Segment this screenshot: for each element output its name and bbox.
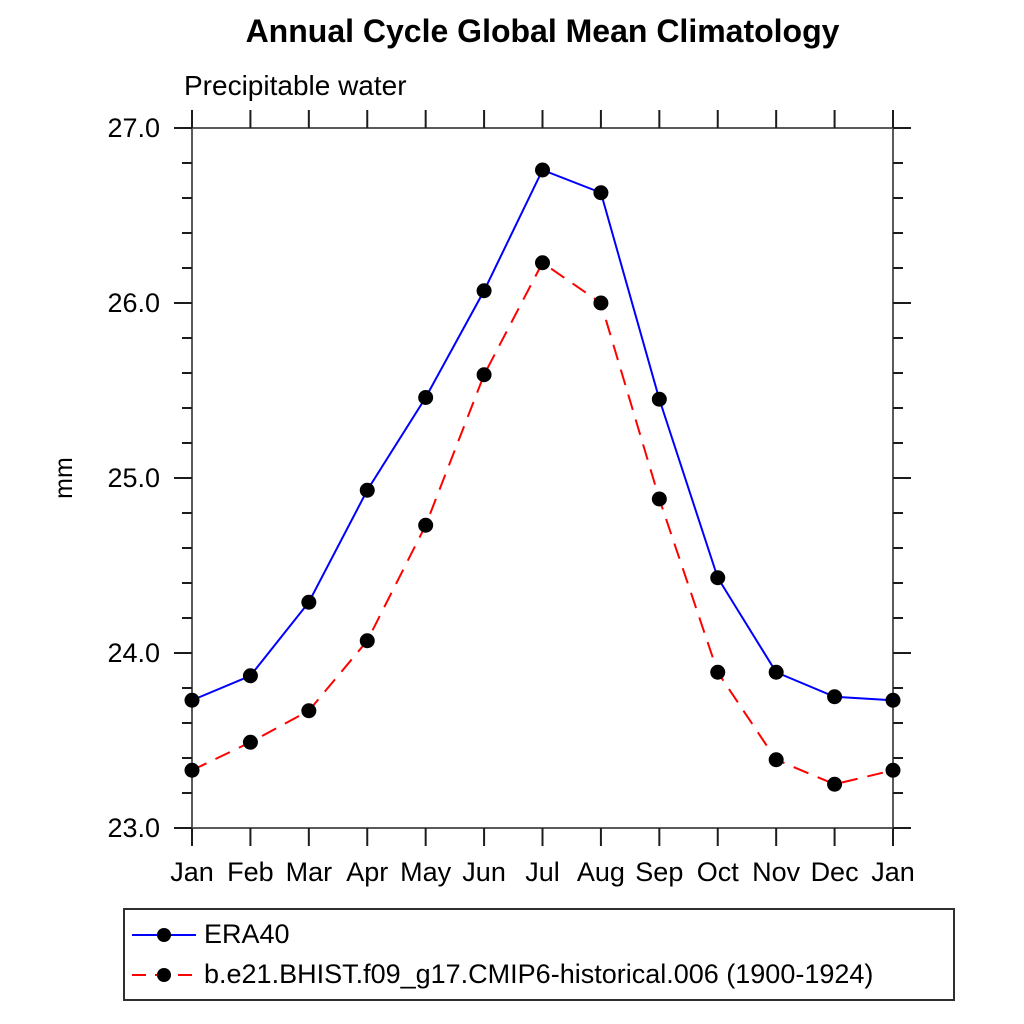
- x-tick-label: Sep: [635, 857, 683, 887]
- data-point-era40: [827, 689, 843, 705]
- legend: ERA40 b.e21.BHIST.f09_g17.CMIP6-historic…: [123, 908, 955, 1001]
- data-point-model: [710, 664, 726, 680]
- y-tick-label: 23.0: [107, 813, 160, 843]
- data-point-era40: [359, 482, 375, 498]
- data-point-model: [885, 762, 901, 778]
- data-point-era40: [768, 664, 784, 680]
- x-tick-label: Jan: [170, 857, 214, 887]
- x-tick-label: Jun: [462, 857, 506, 887]
- legend-marker-dot: [157, 927, 171, 942]
- data-point-era40: [184, 692, 200, 708]
- y-tick-label: 24.0: [107, 638, 160, 668]
- x-tick-label: Nov: [752, 857, 801, 887]
- data-point-model: [418, 517, 434, 533]
- legend-item-era40: ERA40: [130, 919, 953, 950]
- data-point-era40: [418, 390, 434, 405]
- x-tick-label: Mar: [286, 857, 333, 887]
- data-point-era40: [593, 185, 609, 201]
- series-line-era40: [191, 168, 894, 702]
- data-point-model: [651, 491, 667, 507]
- y-tick-label: 25.0: [107, 463, 160, 493]
- x-tick-label: Apr: [346, 857, 388, 887]
- chart-subtitle: Precipitable water: [184, 70, 407, 101]
- y-tick-label: 26.0: [107, 288, 160, 318]
- x-tick-label: Jan: [871, 857, 915, 887]
- y-tick-label: 27.0: [107, 113, 160, 143]
- data-point-era40: [885, 692, 901, 708]
- data-point-model: [827, 776, 843, 792]
- data-point-era40: [535, 162, 550, 178]
- legend-item-model: b.e21.BHIST.f09_g17.CMIP6-historical.006…: [130, 959, 953, 990]
- data-point-model: [301, 703, 317, 719]
- x-tick-label: Jul: [525, 857, 560, 887]
- data-point-model: [242, 734, 258, 750]
- x-tick-label: Aug: [577, 857, 625, 887]
- data-point-model: [593, 295, 609, 311]
- legend-sample-era40: [132, 927, 196, 942]
- data-point-model: [768, 752, 784, 768]
- data-point-model: [359, 633, 375, 649]
- legend-marker-dot: [157, 967, 171, 982]
- chart-title: Annual Cycle Global Mean Climatology: [245, 13, 840, 49]
- legend-label-model: b.e21.BHIST.f09_g17.CMIP6-historical.006…: [204, 959, 874, 989]
- data-point-era40: [301, 594, 317, 610]
- data-point-era40: [710, 570, 726, 586]
- legend-sample-model: [132, 967, 196, 982]
- x-tick-label: May: [400, 857, 452, 887]
- data-point-era40: [242, 668, 258, 684]
- series-line-model: [191, 261, 894, 786]
- legend-label-era40: ERA40: [204, 919, 290, 949]
- data-point-era40: [651, 391, 667, 407]
- x-tick-label: Dec: [811, 857, 859, 887]
- data-point-era40: [476, 283, 492, 299]
- data-point-model: [535, 255, 550, 271]
- x-tick-label: Feb: [227, 857, 274, 887]
- y-axis-title: mm: [50, 457, 78, 499]
- data-point-model: [184, 762, 200, 778]
- data-point-model: [476, 367, 492, 383]
- x-tick-label: Oct: [697, 857, 740, 887]
